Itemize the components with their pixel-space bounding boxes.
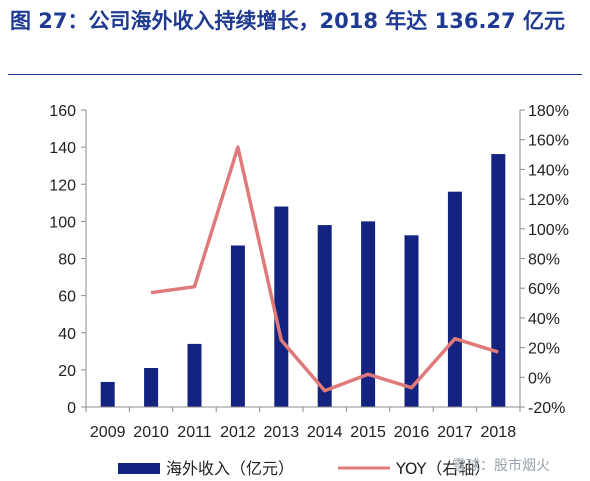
x-tick-label: 2013 [264,424,300,441]
x-tick-label: 2011 [177,424,212,441]
left-tick-label: 0 [67,400,76,417]
left-tick-label: 100 [49,214,76,231]
bar-2016 [404,235,419,407]
right-tick-label: -20% [528,400,565,417]
yoy-line [150,145,499,393]
legend-line-label: YOY（右轴） [395,459,490,478]
x-tick-label: 2017 [437,424,473,441]
ticks-layer: 0 20 40 60 80 100 120 140 160 -20% 0% 20% 40% 60% 80% 1… [49,103,569,441]
watermark: 雪球：股市烟火 [452,457,550,474]
right-tick-label: 40% [528,311,560,328]
bar-2013 [274,206,289,407]
legend: 海外收入（亿元） YOY（右轴） [118,459,490,478]
left-tick-label: 80 [58,252,76,269]
bar-2011 [187,343,202,407]
left-tick-label: 160 [49,103,76,120]
x-tick-label: 2015 [350,424,386,441]
bar-2017 [447,191,462,407]
bar-2018 [491,154,506,407]
left-tick-label: 120 [49,177,76,194]
x-tick-label: 2012 [220,424,256,441]
legend-bar-swatch [118,463,160,474]
left-tick-label: 60 [58,289,76,306]
x-tick-label: 2018 [481,424,517,441]
x-tick-label: 2014 [307,424,343,441]
chart-title: 图 27：公司海外收入持续增长，2018 年达 136.27 亿元 [10,9,565,33]
yoy-line-layer [150,145,499,393]
bars-layer [100,154,506,407]
left-tick-label: 40 [58,326,76,343]
legend-bar-label: 海外收入（亿元） [166,459,294,478]
bar-2009 [100,381,115,407]
bar-2014 [317,225,332,407]
axes-layer [81,109,525,412]
left-tick-label: 20 [58,363,76,380]
right-tick-label: 100% [528,222,569,239]
right-tick-label: 180% [528,103,569,120]
x-tick-label: 2016 [394,424,430,441]
bar-2012 [230,245,245,407]
right-tick-label: 0% [528,370,551,387]
right-tick-label: 120% [528,192,569,209]
bar-2010 [144,368,159,407]
right-tick-label: 140% [528,162,569,179]
title-divider [8,74,582,75]
x-tick-label: 2009 [90,424,126,441]
bar-2015 [361,221,376,407]
x-tick-label: 2010 [133,424,169,441]
right-tick-label: 60% [528,281,560,298]
right-tick-label: 20% [528,341,560,358]
right-tick-label: 80% [528,252,560,269]
left-tick-label: 140 [49,140,76,157]
right-tick-label: 160% [528,133,569,150]
